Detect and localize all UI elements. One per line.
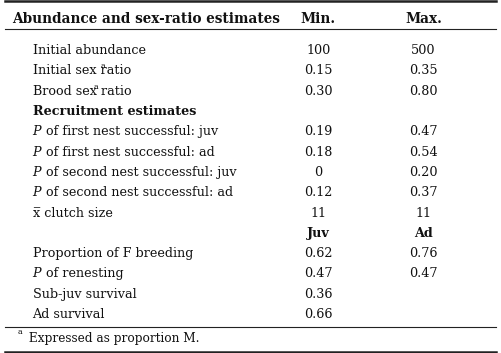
Text: 0.54: 0.54 (409, 146, 438, 158)
Text: 0.18: 0.18 (304, 146, 332, 158)
Text: 0.12: 0.12 (304, 186, 332, 199)
Text: 500: 500 (411, 44, 435, 57)
Text: Ad survival: Ad survival (33, 308, 105, 321)
Text: 0.47: 0.47 (409, 125, 437, 138)
Text: of second nest successful: ad: of second nest successful: ad (42, 186, 232, 199)
Text: 100: 100 (306, 44, 330, 57)
Text: 0.35: 0.35 (409, 64, 438, 77)
Text: Abundance and sex-ratio estimates: Abundance and sex-ratio estimates (13, 12, 281, 26)
Text: of first nest successful: ad: of first nest successful: ad (42, 146, 214, 158)
Text: P: P (33, 166, 41, 179)
Text: 11: 11 (415, 207, 431, 220)
Text: x̅ clutch size: x̅ clutch size (33, 207, 112, 220)
Text: Expressed as proportion M.: Expressed as proportion M. (25, 332, 199, 345)
Text: 0: 0 (314, 166, 322, 179)
Text: 0.80: 0.80 (409, 85, 437, 98)
Text: Initial sex ratio: Initial sex ratio (33, 64, 131, 77)
Text: Ad: Ad (414, 227, 433, 240)
Text: Proportion of F breeding: Proportion of F breeding (33, 247, 193, 260)
Text: 0.76: 0.76 (409, 247, 437, 260)
Text: Min.: Min. (301, 12, 336, 26)
Text: 0.37: 0.37 (409, 186, 437, 199)
Text: Max.: Max. (405, 12, 442, 26)
Text: P: P (33, 186, 41, 199)
Text: Recruitment estimates: Recruitment estimates (33, 105, 196, 118)
Text: Juv: Juv (307, 227, 330, 240)
Text: P: P (33, 125, 41, 138)
Text: 0.20: 0.20 (409, 166, 437, 179)
Text: a: a (18, 328, 22, 336)
Text: of renesting: of renesting (42, 268, 123, 280)
Text: 0.47: 0.47 (409, 268, 437, 280)
Text: Brood sex ratio: Brood sex ratio (33, 85, 131, 98)
Text: 0.47: 0.47 (304, 268, 332, 280)
Text: 0.19: 0.19 (304, 125, 332, 138)
Text: a: a (93, 83, 98, 91)
Text: 11: 11 (310, 207, 326, 220)
Text: 0.15: 0.15 (304, 64, 332, 77)
Text: P: P (33, 146, 41, 158)
Text: 0.36: 0.36 (304, 288, 332, 301)
Text: Initial abundance: Initial abundance (33, 44, 146, 57)
Text: of second nest successful: juv: of second nest successful: juv (42, 166, 236, 179)
Text: 0.62: 0.62 (304, 247, 332, 260)
Text: a: a (101, 62, 106, 70)
Text: P: P (33, 268, 41, 280)
Text: Sub-juv survival: Sub-juv survival (33, 288, 136, 301)
Text: 0.66: 0.66 (304, 308, 332, 321)
Text: of first nest successful: juv: of first nest successful: juv (42, 125, 218, 138)
Text: 0.30: 0.30 (304, 85, 332, 98)
